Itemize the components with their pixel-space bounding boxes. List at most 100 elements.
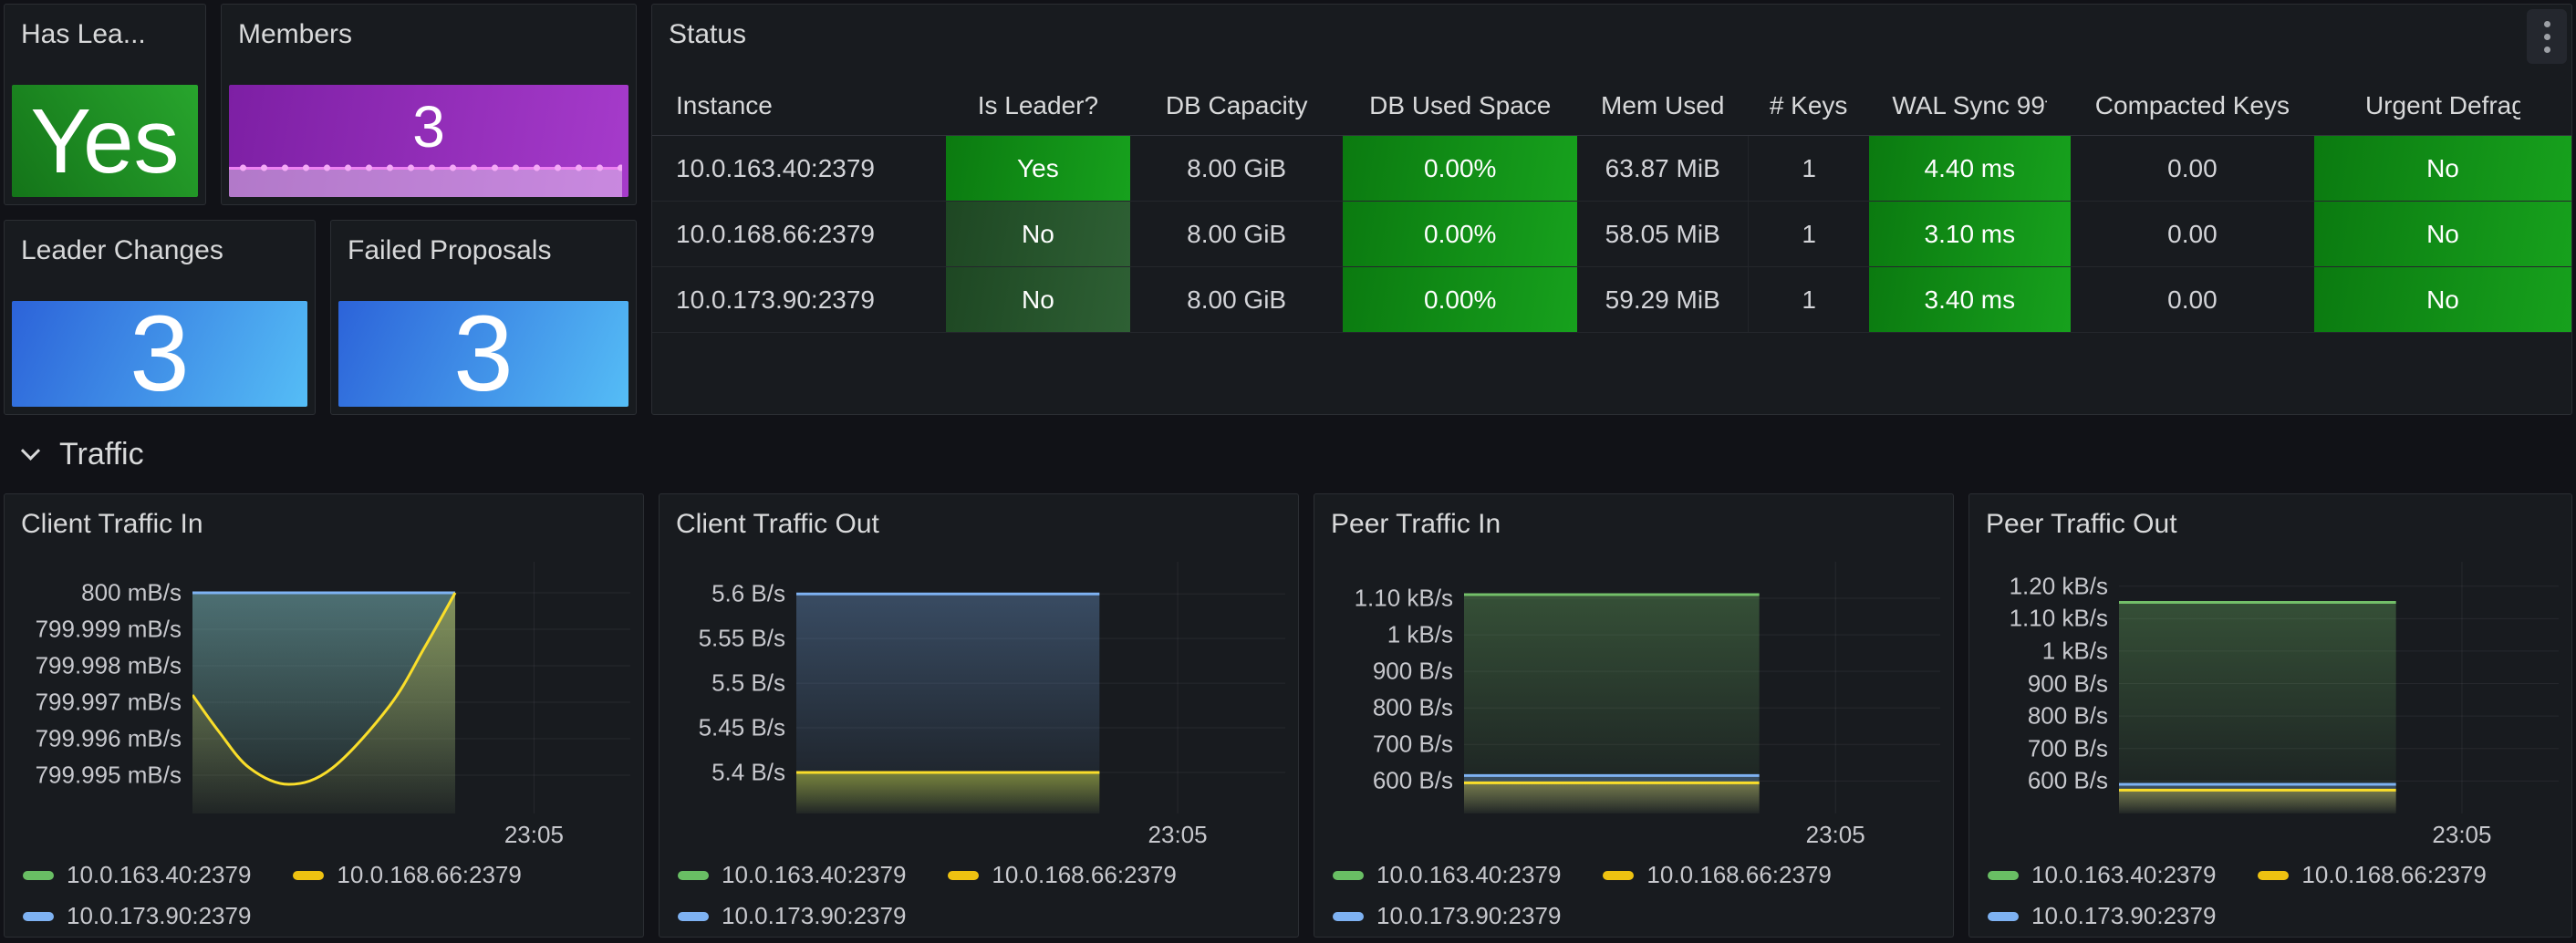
y-tick-label: 900 B/s <box>2027 669 2108 698</box>
section-header-traffic[interactable]: Traffic <box>4 415 2572 493</box>
chevron-down-icon <box>20 440 41 461</box>
y-tick-label: 1.10 kB/s <box>2009 604 2108 632</box>
panel-client-traffic-out: Client Traffic Out 5.6 B/s 5.55 B/s 5.5 B/… <box>659 493 1299 938</box>
legend-item[interactable]: 10.0.163.40:2379 <box>1333 861 1561 889</box>
y-tick-label: 1.20 kB/s <box>2009 572 2108 600</box>
legend-label: 10.0.168.66:2379 <box>2301 861 2487 888</box>
legend-item[interactable]: 10.0.163.40:2379 <box>1988 861 2216 889</box>
y-tick-label: 799.998 mB/s <box>35 651 182 679</box>
table-cell: 4.40 ms <box>1868 136 2071 201</box>
legend-item[interactable]: 10.0.173.90:2379 <box>23 902 251 930</box>
legend-item[interactable]: 10.0.173.90:2379 <box>1988 902 2216 930</box>
stat-background: 3 <box>229 85 628 197</box>
table-cell: 1 <box>1748 202 1869 266</box>
legend-item[interactable]: 10.0.168.66:2379 <box>948 861 1177 889</box>
panel-client-traffic-in: Client Traffic In 800 mB/s 799.999 mB/s 79… <box>4 493 644 938</box>
y-axis: 1.10 kB/s 1 kB/s 900 B/s 800 B/s 700 B/s 600 … <box>1322 562 1464 813</box>
chart-plot-area: 800 mB/s 799.999 mB/s 799.998 mB/s 799.997 … <box>12 562 630 813</box>
table-cell: No <box>2314 202 2571 266</box>
panel-status: Status Instance Is Leader? DB Capacity DB U… <box>651 4 2572 415</box>
status-table: Instance Is Leader? DB Capacity DB Used Spa… <box>652 63 2571 333</box>
table-column-header: # Keys <box>1769 91 1848 119</box>
y-tick-label: 800 B/s <box>2027 701 2108 730</box>
x-tick-label: 23:05 <box>504 821 564 848</box>
x-tick-label: 23:05 <box>2432 821 2492 848</box>
legend-label: 10.0.168.66:2379 <box>992 861 1177 888</box>
table-body: 10.0.163.40:2379 Yes 8.00 GiB 0.00% 63.87 Mi… <box>652 136 2571 333</box>
legend-label: 10.0.173.90:2379 <box>1376 902 1562 929</box>
legend-series-color <box>1333 870 1364 880</box>
table-row: 10.0.168.66:2379 No 8.00 GiB 0.00% 58.05 MiB… <box>652 202 2571 267</box>
table-cell: 8.00 GiB <box>1187 285 1287 314</box>
y-tick-label: 799.996 mB/s <box>35 724 182 752</box>
legend-label: 10.0.173.90:2379 <box>722 902 907 929</box>
legend-series-color <box>23 911 54 921</box>
table-cell: 1 <box>1748 136 1869 201</box>
panel-peer-traffic-in: Peer Traffic In 1.10 kB/s 1 kB/s 900 B/s 80… <box>1314 493 1954 938</box>
legend-item[interactable]: 10.0.168.66:2379 <box>1603 861 1832 889</box>
table-cell: 63.87 MiB <box>1605 153 1720 182</box>
chart-legend: 10.0.163.40:2379 10.0.168.66:2379 10.0.173… <box>1988 861 2564 943</box>
y-tick-label: 5.6 B/s <box>712 579 785 607</box>
panel-peer-traffic-out: Peer Traffic Out 1.20 kB/s 1.10 kB/s 1 kB/… <box>1968 493 2572 938</box>
table-cell: 1 <box>1748 267 1869 332</box>
stat-background: Yes <box>12 85 198 197</box>
y-tick-label: 5.55 B/s <box>698 624 785 652</box>
legend-series-color <box>678 911 709 921</box>
legend-item[interactable]: 10.0.173.90:2379 <box>678 902 906 930</box>
y-tick-label: 1 kB/s <box>1387 620 1453 648</box>
table-column-header: DB Capacity <box>1165 91 1308 119</box>
legend-item[interactable]: 10.0.168.66:2379 <box>2258 861 2487 889</box>
table-row: 10.0.173.90:2379 No 8.00 GiB 0.00% 59.29 MiB… <box>652 267 2571 333</box>
chart-legend: 10.0.163.40:2379 10.0.168.66:2379 10.0.173… <box>23 861 636 943</box>
legend-item[interactable]: 10.0.163.40:2379 <box>678 861 906 889</box>
table-cell: 59.29 MiB <box>1605 285 1720 314</box>
panel-failed-proposals: Failed Proposals 3 <box>330 220 637 415</box>
y-tick-label: 1 kB/s <box>2041 637 2108 665</box>
legend-label: 10.0.163.40:2379 <box>722 861 907 888</box>
stat-background: 3 <box>338 301 628 407</box>
panel-title: Failed Proposals <box>348 235 552 265</box>
legend-item[interactable]: 10.0.163.40:2379 <box>23 861 251 889</box>
y-tick-label: 800 B/s <box>1372 693 1453 721</box>
chart-canvas <box>2119 562 2559 813</box>
table-cell: 0.00% <box>1343 136 1578 201</box>
panel-title: Leader Changes <box>21 235 223 265</box>
table-cell: Yes <box>945 136 1130 201</box>
y-tick-label: 1.10 kB/s <box>1354 584 1453 612</box>
stat-value: 3 <box>412 93 445 160</box>
y-tick-label: 900 B/s <box>1372 657 1453 685</box>
legend-label: 10.0.163.40:2379 <box>2031 861 2217 888</box>
table-row: 10.0.163.40:2379 Yes 8.00 GiB 0.00% 63.87 Mi… <box>652 136 2571 202</box>
table-cell: 0.00% <box>1343 202 1578 266</box>
y-axis: 5.6 B/s 5.55 B/s 5.5 B/s 5.45 B/s 5.4 B/s <box>667 562 796 813</box>
table-cell: 0.00% <box>1343 267 1578 332</box>
table-cell: 0.00 <box>2167 285 2218 314</box>
table-cell: 8.00 GiB <box>1187 219 1287 248</box>
legend-label: 10.0.168.66:2379 <box>337 861 522 888</box>
y-tick-label: 799.997 mB/s <box>35 688 182 716</box>
stat-value: 3 <box>453 301 514 407</box>
table-cell: 10.0.173.90:2379 <box>676 285 875 314</box>
table-cell: 0.00 <box>2167 219 2218 248</box>
legend-series-color <box>23 870 54 880</box>
legend-series-color <box>678 870 709 880</box>
y-tick-label: 700 B/s <box>1372 730 1453 758</box>
panel-title: Members <box>238 19 353 49</box>
table-cell: 8.00 GiB <box>1187 153 1287 182</box>
table-column-header: DB Used Space <box>1369 91 1552 119</box>
y-tick-label: 800 mB/s <box>81 578 182 606</box>
legend-label: 10.0.173.90:2379 <box>67 902 252 929</box>
legend-item[interactable]: 10.0.173.90:2379 <box>1333 902 1561 930</box>
table-cell: 3.40 ms <box>1868 267 2071 332</box>
table-cell: 0.00 <box>2167 153 2218 182</box>
panel-menu-button[interactable] <box>2527 9 2567 64</box>
x-axis: 23:05 <box>796 821 1285 852</box>
legend-series-color <box>948 870 980 880</box>
legend-label: 10.0.163.40:2379 <box>1376 861 1562 888</box>
legend-item[interactable]: 10.0.168.66:2379 <box>293 861 522 889</box>
chart-canvas <box>796 562 1285 813</box>
stat-value: 3 <box>130 301 190 407</box>
table-column-header: Is Leader? <box>977 91 1099 119</box>
chart-legend: 10.0.163.40:2379 10.0.168.66:2379 10.0.173… <box>678 861 1291 943</box>
